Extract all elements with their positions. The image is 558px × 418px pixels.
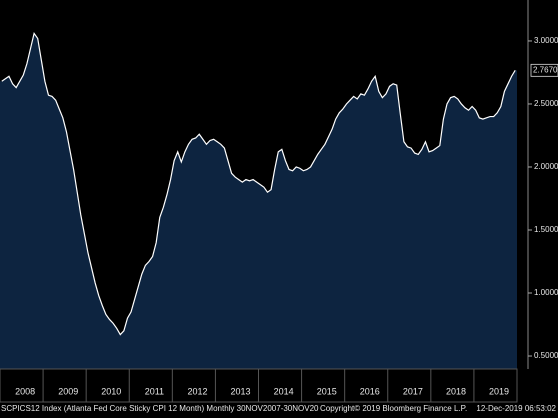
line	[1, 31, 516, 336]
x-tick-label: 2017	[403, 386, 423, 396]
last-value-box	[530, 63, 558, 77]
x-tick-label: 2014	[274, 386, 294, 396]
last-value-label: 2.7670	[533, 65, 558, 74]
x-tick-label: 2011	[145, 386, 164, 396]
x-tick-label: 2018	[446, 386, 466, 396]
x-tick-label: 2008	[15, 386, 35, 396]
y-tick-label: 1.0000	[534, 288, 558, 297]
y-tick-label: 2.0000	[534, 162, 558, 171]
x-tick-label: 2012	[187, 386, 207, 396]
x-tick-label: 2013	[231, 386, 251, 396]
area-fill	[0, 33, 517, 369]
y-tick-label: 0.5000	[534, 351, 558, 360]
y-tick-label: 2.5000	[534, 99, 558, 108]
x-tick-label: 2010	[101, 386, 121, 396]
y-tick-label: 1.5000	[534, 225, 558, 234]
x-tick-label: 2009	[58, 386, 78, 396]
footnote: 12-Dec-2019 06:53:02	[476, 404, 556, 413]
footnote: Copyright© 2019 Bloomberg Finance L.P.	[320, 404, 467, 413]
x-tick-label: 2019	[489, 386, 509, 396]
y-tick-label: 3.0000	[534, 36, 558, 45]
x-tick-label: 2016	[360, 386, 380, 396]
footnote: SCPICS12 Index (Atlanta Fed Core Sticky …	[1, 404, 319, 413]
x-tick-label: 2015	[317, 386, 337, 396]
